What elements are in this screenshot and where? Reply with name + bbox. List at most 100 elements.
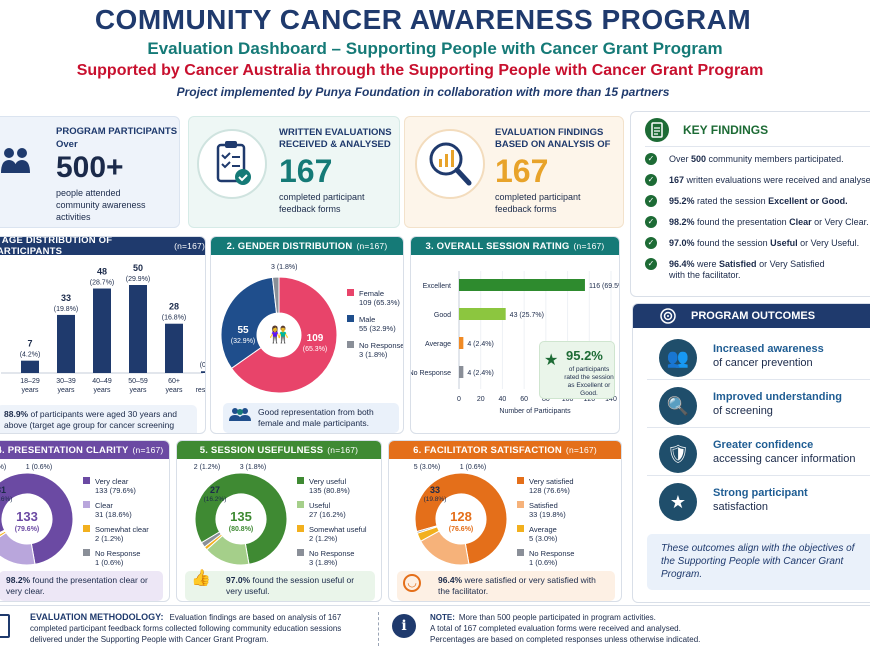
chart-title: 2. GENDER DISTRIBUTION — [226, 240, 353, 252]
legend-value: 55 (32.9%) — [359, 324, 396, 333]
age-bar-chart: 7 (4.2%) 18–29 years 33 (19.8%) 30–39 years 48 (2… — [1, 263, 206, 394]
legend-swatch — [83, 477, 90, 484]
legend-value: 31 (18.6%) — [95, 510, 132, 519]
key-finding-text: 167 written evaluations were received an… — [669, 175, 870, 186]
rating-chart-panel: 3. OVERALL SESSION RATING (n=167) 0 20 40 60… — [410, 236, 620, 434]
pie-slice — [194, 472, 288, 565]
outcome-subtext: accessing cancer information — [713, 453, 856, 465]
shield-icon: 🛡 — [659, 435, 697, 473]
slice-callout-label: 2 (1.2%) — [0, 464, 6, 471]
finding-bold: 97.0% — [669, 238, 695, 248]
legend-value: 133 (79.6%) — [95, 486, 136, 495]
tick-label: 50–59 — [128, 378, 148, 385]
tick-label: years — [21, 387, 39, 394]
clarity-pie-chart: 133 (79.6%) 31(18.6%) 2 (1.2%) 1 (0.6%) Very … — [0, 464, 149, 567]
tick-label: 20 — [477, 396, 485, 403]
finding-text: rated the session — [694, 196, 769, 206]
finding-text: community members participated. — [706, 154, 844, 164]
slice-callout-label: 1 (0.6%) — [26, 464, 52, 471]
slice-value-label: 31 — [0, 485, 6, 495]
check-icon: ✓ — [645, 174, 657, 186]
legend-label: No Response — [359, 341, 404, 350]
legend-swatch — [517, 525, 524, 532]
tick-label: years — [93, 387, 111, 394]
bar-value-label: 28 — [169, 302, 179, 312]
chart-n: (n=167) — [174, 241, 205, 251]
bar-value-label: 33 — [61, 293, 71, 303]
tick-label: years — [57, 387, 75, 394]
clarity-chart-header: 4. PRESENTATION CLARITY (n=167) — [0, 441, 169, 459]
finding-bold: 500 — [691, 154, 707, 164]
pie-slice — [230, 276, 338, 394]
note-text: were satisfied or very satisfied with th… — [438, 575, 596, 596]
key-finding-text: 95.2% rated the session Excellent or Goo… — [669, 196, 848, 207]
legend-swatch — [347, 289, 354, 296]
legend-label: Average — [529, 525, 557, 534]
legend-label: Clear — [95, 501, 113, 510]
slice-value-label: 33 — [430, 485, 440, 495]
center-value: 135 — [230, 509, 252, 524]
kpi-value: 500+ — [56, 151, 124, 184]
outcome-text: Improved understanding of screening — [713, 390, 842, 418]
legend-swatch — [517, 501, 524, 508]
finding-text: were — [694, 259, 720, 269]
finding-bold: 96.4% — [669, 259, 695, 269]
slice-value-label: 27 — [210, 485, 220, 495]
people-icon: 👫 — [269, 325, 289, 344]
slice-callout-label: 1 (0.6%) — [460, 464, 486, 471]
slice-pct-label: (18.6%) — [0, 496, 12, 503]
legend-swatch — [347, 315, 354, 322]
note-block: NOTE: More than 500 people participated i… — [430, 612, 730, 645]
bar-value-label: 4 (2.4%) — [467, 370, 493, 377]
legend-swatch — [297, 549, 304, 556]
finding-bold: Satisfied — [719, 259, 757, 269]
page-title: COMMUNITY CANCER AWARENESS PROGRAM — [94, 4, 752, 35]
implemented-line: Project implemented by Punya Foundation … — [176, 85, 670, 99]
note-bold: 88.9% — [4, 409, 29, 419]
outcomes-header — [633, 304, 870, 328]
tick-label: 18–29 — [20, 378, 40, 385]
page-subtitle: Evaluation Dashboard – Supporting People… — [147, 39, 723, 58]
kpi-value: 167 — [495, 153, 549, 189]
kpi-value: 167 — [279, 153, 333, 189]
bar-pct-label: (16.8%) — [162, 315, 187, 322]
slice-callout-label: 3 (1.8%) — [271, 264, 297, 271]
slice-value-label: 55 — [237, 325, 249, 336]
kpi-participants: PROGRAM PARTICIPANTS Over 500+ people at… — [0, 116, 180, 228]
key-finding-item: ✓ Over 500 community members participated… — [645, 153, 844, 165]
legend-label: Male — [359, 315, 375, 324]
chart-title: 5. SESSION USEFULNESS — [199, 444, 324, 456]
outcome-text: Increased awareness of cancer prevention — [713, 342, 824, 370]
center-value: 128 — [450, 509, 472, 524]
slice-pct-label: (16.2%) — [204, 496, 227, 503]
bar-value-label: 116 (69.5%) — [589, 283, 620, 290]
legend-value: 128 (76.6%) — [529, 486, 570, 495]
clipboard-icon — [197, 129, 267, 199]
people-icon — [229, 407, 251, 424]
kpi-findings: EVALUATION FINDINGS BASED ON ANALYSIS OF… — [404, 116, 624, 228]
key-finding-text: 96.4% were Satisfied or Very Satisfied wi… — [669, 259, 825, 281]
outcome-heading: Improved understanding — [713, 391, 842, 403]
chart-n: (n=167) — [565, 445, 597, 455]
footer-dotted-divider — [378, 612, 379, 646]
kpi-label: EVALUATION FINDINGS BASED ON ANALYSIS OF — [495, 127, 611, 150]
tick-label: 60+ — [168, 378, 180, 385]
legend-value: 2 (1.2%) — [309, 534, 338, 543]
analytics-magnifier-icon — [415, 129, 485, 199]
kpi-label: PROGRAM PARTICIPANTS — [56, 126, 178, 137]
note-text: found the session useful or very useful. — [226, 575, 355, 596]
outcomes-note: These outcomes align with the objectives… — [647, 534, 870, 590]
center-pct: (79.6%) — [15, 526, 40, 533]
legend-value: 27 (16.2%) — [309, 510, 346, 519]
finding-bold: Excellent or Good. — [768, 196, 848, 206]
finding-text: found the presentation — [694, 217, 790, 227]
footer-divider — [0, 605, 870, 606]
smiley-icon: ◡ — [403, 574, 421, 592]
chart-n: (n=167) — [132, 445, 164, 455]
key-finding-item: ✓ 97.0% found the session Useful or Very … — [645, 237, 859, 249]
bar-value-label: 43 (25.7%) — [510, 312, 544, 319]
pie-slice — [414, 472, 508, 565]
tick-label: response — [196, 387, 206, 394]
outcome-subtext: of cancer prevention — [713, 357, 813, 369]
slice-callout-label: 3 (1.8%) — [240, 464, 266, 471]
